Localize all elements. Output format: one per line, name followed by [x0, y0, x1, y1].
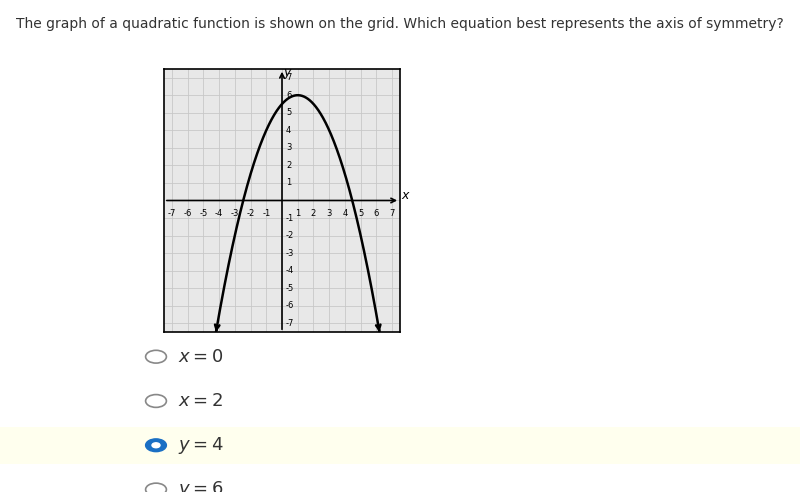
Text: $x = 2$: $x = 2$ [178, 392, 222, 410]
Text: 3: 3 [326, 209, 332, 218]
Text: 2: 2 [311, 209, 316, 218]
Text: The graph of a quadratic function is shown on the grid. Which equation best repr: The graph of a quadratic function is sho… [16, 17, 784, 31]
Text: -7: -7 [168, 209, 176, 218]
Text: $y = 6$: $y = 6$ [178, 479, 223, 492]
Text: -4: -4 [286, 266, 294, 275]
Text: -1: -1 [286, 214, 294, 222]
Text: 7: 7 [390, 209, 395, 218]
Text: 7: 7 [286, 73, 291, 82]
Text: 6: 6 [286, 91, 291, 100]
Text: 4: 4 [286, 126, 291, 135]
Text: -4: -4 [215, 209, 223, 218]
Text: -2: -2 [286, 231, 294, 240]
Text: -2: -2 [246, 209, 254, 218]
Text: -7: -7 [286, 319, 294, 328]
Text: $x = 0$: $x = 0$ [178, 348, 223, 366]
Text: -6: -6 [286, 301, 294, 310]
Text: 1: 1 [286, 179, 291, 187]
Text: -6: -6 [183, 209, 192, 218]
Text: -5: -5 [286, 284, 294, 293]
Text: -1: -1 [262, 209, 270, 218]
Text: 5: 5 [358, 209, 363, 218]
Text: 5: 5 [286, 108, 291, 117]
Text: -3: -3 [230, 209, 239, 218]
Text: 6: 6 [374, 209, 379, 218]
Text: -5: -5 [199, 209, 207, 218]
Text: y: y [283, 66, 290, 79]
Text: $y = 4$: $y = 4$ [178, 435, 223, 456]
Text: -3: -3 [286, 248, 294, 258]
Text: 1: 1 [295, 209, 300, 218]
Text: 2: 2 [286, 161, 291, 170]
Text: 3: 3 [286, 143, 291, 153]
Text: 4: 4 [342, 209, 347, 218]
Text: x: x [402, 189, 409, 202]
